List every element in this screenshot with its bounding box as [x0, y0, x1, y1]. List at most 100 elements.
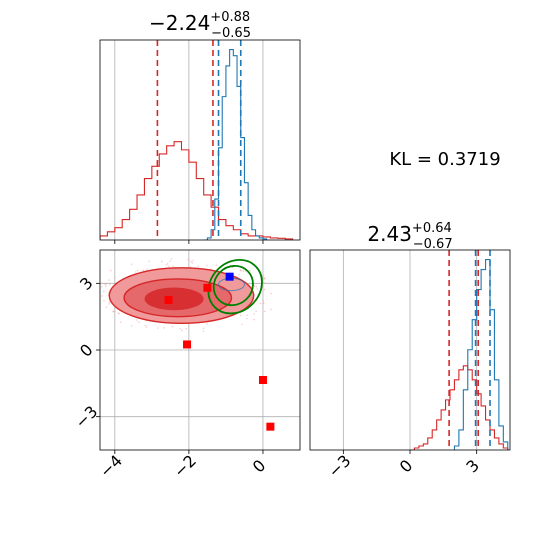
joint-sample-point — [206, 323, 208, 325]
joint-sample-point — [119, 321, 122, 323]
joint-sample-point — [168, 265, 170, 268]
kl-divergence-label: KL = 0.3719 — [389, 149, 500, 170]
joint-sample-point — [238, 273, 240, 276]
joint-sample-point — [263, 288, 266, 291]
joint-sample-point — [161, 260, 163, 263]
joint-xtick-label-1: −2 — [170, 451, 200, 481]
joint-sample-point — [103, 300, 105, 302]
joint-sample-point — [197, 265, 200, 268]
joint-sample-point — [98, 293, 100, 295]
joint-sample-point — [263, 310, 266, 313]
param2-marginal-panel: −3 0 3 — [309, 249, 511, 481]
param2-marginal-plot — [410, 250, 509, 450]
param1-marginal-panel — [99, 39, 301, 244]
joint-sample-point — [163, 327, 165, 329]
joint-xtick-label-2: 0 — [249, 456, 270, 477]
joint-sample-point — [109, 269, 112, 272]
joint-sample-point — [105, 285, 107, 288]
param2-marginal-grid — [342, 250, 478, 450]
joint-sample-point — [246, 314, 248, 317]
param1-red-histogram — [100, 141, 294, 240]
joint-sample-point — [89, 304, 91, 306]
joint-sample-point — [206, 264, 208, 267]
joint-sample-point — [240, 269, 242, 272]
joint-sample-point — [253, 313, 255, 315]
joint-sample-point — [112, 310, 114, 313]
param1-marginal-ticks — [114, 240, 264, 244]
joint-sample-point — [202, 327, 205, 330]
joint-sample-point — [170, 258, 173, 260]
joint-sample-point — [185, 327, 188, 330]
joint-ytick-label-2: 3 — [76, 273, 97, 294]
param1-marginal-frame — [99, 39, 301, 241]
joint-sample-point — [242, 270, 245, 272]
param1-title: −2.24+0.88 −0.65 — [149, 10, 251, 41]
joint-sample-point — [96, 284, 98, 286]
joint-sample-point — [165, 264, 168, 266]
param1-marginal-plot — [100, 40, 294, 240]
joint-sample-point — [93, 294, 95, 296]
joint-ytick-label-0: −3 — [71, 402, 101, 432]
joint-sample-point — [117, 312, 120, 314]
joint-sample-point — [144, 324, 147, 327]
joint-sample-point — [101, 295, 103, 297]
joint-sample-point — [166, 262, 169, 265]
joint-sample-point — [192, 259, 194, 262]
joint-sample-point — [95, 281, 97, 283]
joint-sample-point — [190, 260, 192, 263]
joint-panel: −4 −2 0 −3 0 3 — [71, 249, 301, 481]
joint-sample-point — [148, 260, 151, 263]
joint-sample-point — [136, 269, 139, 272]
joint-sample-point — [169, 260, 171, 263]
param2-blue-histogram — [453, 258, 509, 450]
joint-sample-point — [157, 327, 159, 329]
joint-sample-point — [202, 330, 205, 332]
param2-xtick-label-0: −3 — [324, 451, 354, 481]
joint-red-marker-0 — [164, 296, 173, 304]
joint-sample-point — [263, 277, 266, 280]
joint-sample-point — [259, 302, 262, 305]
param1-blue-histogram — [203, 48, 268, 240]
joint-sample-point — [255, 285, 258, 288]
joint-sample-point — [105, 282, 108, 285]
joint-sample-point — [135, 271, 137, 273]
joint-sample-point — [270, 308, 272, 311]
joint-sample-point — [108, 301, 111, 303]
joint-green-contour-1 — [212, 265, 254, 307]
joint-xtick-label-0: −4 — [96, 451, 126, 481]
joint-red-marker-2 — [183, 340, 192, 349]
joint-sample-point — [179, 327, 181, 330]
joint-sample-point — [108, 283, 111, 286]
joint-sample-point — [130, 325, 133, 327]
joint-sample-point — [108, 279, 110, 281]
joint-sample-point — [108, 303, 110, 305]
joint-sample-point — [100, 286, 103, 288]
joint-sample-point — [187, 258, 189, 261]
joint-green-contour-0 — [207, 259, 263, 315]
joint-sample-point — [263, 302, 265, 305]
joint-sample-point — [146, 268, 149, 270]
param2-xtick-label-2: 3 — [462, 456, 483, 477]
param2-marginal-ticks: −3 0 3 — [324, 450, 483, 481]
joint-sample-point — [249, 269, 251, 272]
joint-sample-point — [263, 282, 266, 284]
joint-sample-point — [239, 314, 242, 317]
joint-sample-point — [91, 303, 93, 305]
joint-sample-point — [104, 283, 106, 286]
joint-sample-point — [253, 285, 256, 287]
joint-sample-point — [270, 292, 272, 295]
joint-sample-point — [215, 264, 218, 266]
joint-sample-point — [256, 288, 259, 290]
joint-red-contour-core — [144, 287, 204, 311]
joint-sample-point — [172, 265, 174, 268]
param2-xtick-label-1: 0 — [396, 456, 417, 477]
param2-red-histogram — [410, 365, 509, 450]
joint-sample-point — [138, 321, 140, 323]
joint-sample-point — [191, 262, 194, 264]
joint-sample-point — [253, 318, 255, 321]
joint-ytick-label-1: 0 — [76, 340, 97, 361]
joint-sample-point — [105, 306, 108, 308]
joint-blue-marker-0 — [225, 272, 234, 281]
